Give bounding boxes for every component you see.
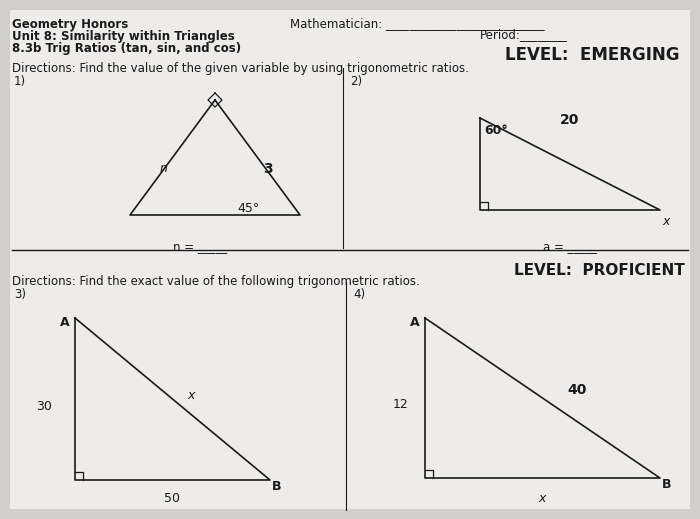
- Text: x: x: [187, 389, 195, 402]
- Text: 3: 3: [263, 162, 273, 176]
- Text: 3): 3): [14, 288, 26, 301]
- Text: 30: 30: [36, 400, 52, 413]
- Text: n = _____: n = _____: [173, 240, 227, 253]
- Text: Geometry Honors: Geometry Honors: [12, 18, 128, 31]
- Text: 12: 12: [392, 398, 408, 411]
- Text: n: n: [159, 162, 167, 175]
- Text: Mathematician: ___________________________: Mathematician: _________________________…: [290, 17, 545, 30]
- Text: x: x: [662, 215, 669, 228]
- Text: LEVEL:  EMERGING: LEVEL: EMERGING: [505, 46, 680, 64]
- Text: 40: 40: [567, 383, 587, 397]
- Text: 1): 1): [14, 75, 26, 88]
- Text: 20: 20: [560, 113, 580, 127]
- Text: Directions: Find the value of the given variable by using trigonometric ratios.: Directions: Find the value of the given …: [12, 62, 469, 75]
- Text: B: B: [662, 478, 671, 491]
- Text: A: A: [60, 316, 70, 329]
- Text: A: A: [410, 316, 420, 329]
- Text: Unit 8: Similarity within Triangles: Unit 8: Similarity within Triangles: [12, 30, 234, 43]
- Text: x: x: [538, 492, 546, 505]
- Text: a = _____: a = _____: [543, 240, 597, 253]
- Text: 50: 50: [164, 492, 180, 505]
- Text: 8.3b Trig Ratios (tan, sin, and cos): 8.3b Trig Ratios (tan, sin, and cos): [12, 42, 241, 55]
- Text: 2): 2): [350, 75, 362, 88]
- Text: B: B: [272, 480, 281, 493]
- Text: 45°: 45°: [237, 202, 259, 215]
- Text: 60°: 60°: [484, 124, 508, 137]
- Text: LEVEL:  PROFICIENT: LEVEL: PROFICIENT: [514, 263, 685, 278]
- Text: Directions: Find the exact value of the following trigonometric ratios.: Directions: Find the exact value of the …: [12, 275, 420, 288]
- Text: 4): 4): [353, 288, 365, 301]
- Text: Period:________: Period:________: [480, 28, 568, 41]
